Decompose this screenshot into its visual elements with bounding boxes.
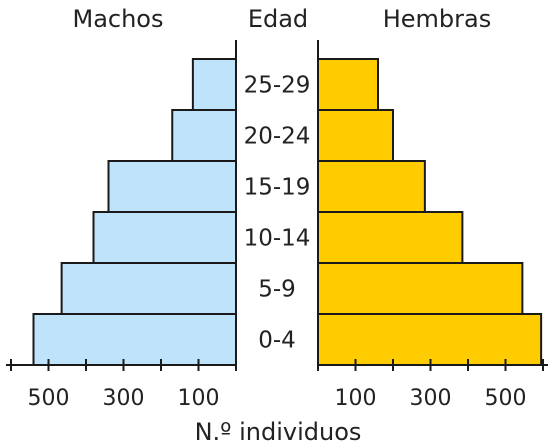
bar-machos-25-29 [191, 58, 237, 111]
left-tick-label: 300 [103, 386, 145, 411]
header-left-series: Machos [72, 5, 163, 33]
axes-group: 500 300 100 100 300 500 [6, 40, 548, 411]
age-label-0-4: 0-4 [258, 328, 296, 354]
bar-hembras-10-14 [317, 211, 464, 264]
bars-group [32, 58, 543, 366]
right-tick-label: 100 [335, 386, 377, 411]
header-right-series: Hembras [383, 5, 492, 33]
age-label-20-24: 20-24 [244, 124, 311, 150]
age-label-15-19: 15-19 [244, 175, 311, 201]
age-labels-group: 0-4 5-9 10-14 15-19 20-24 25-29 [244, 73, 311, 354]
left-tick-label: 500 [28, 386, 70, 411]
bar-hembras-15-19 [317, 160, 426, 213]
header-age: Edad [248, 5, 308, 33]
right-tick-label: 500 [485, 386, 527, 411]
left-tick-label: 100 [178, 386, 220, 411]
bar-machos-0-4 [32, 313, 237, 366]
bar-machos-5-9 [60, 262, 237, 315]
right-tick-label: 300 [410, 386, 452, 411]
bar-hembras-20-24 [317, 109, 394, 162]
bar-hembras-25-29 [317, 58, 379, 111]
bar-machos-10-14 [92, 211, 237, 264]
bar-machos-15-19 [107, 160, 237, 213]
bar-machos-20-24 [171, 109, 237, 162]
age-label-10-14: 10-14 [244, 226, 311, 252]
bar-hembras-5-9 [317, 262, 524, 315]
x-axis-label: N.º individuos [195, 418, 362, 446]
age-label-25-29: 25-29 [244, 73, 311, 99]
age-label-5-9: 5-9 [258, 277, 296, 303]
bar-hembras-0-4 [317, 313, 543, 366]
